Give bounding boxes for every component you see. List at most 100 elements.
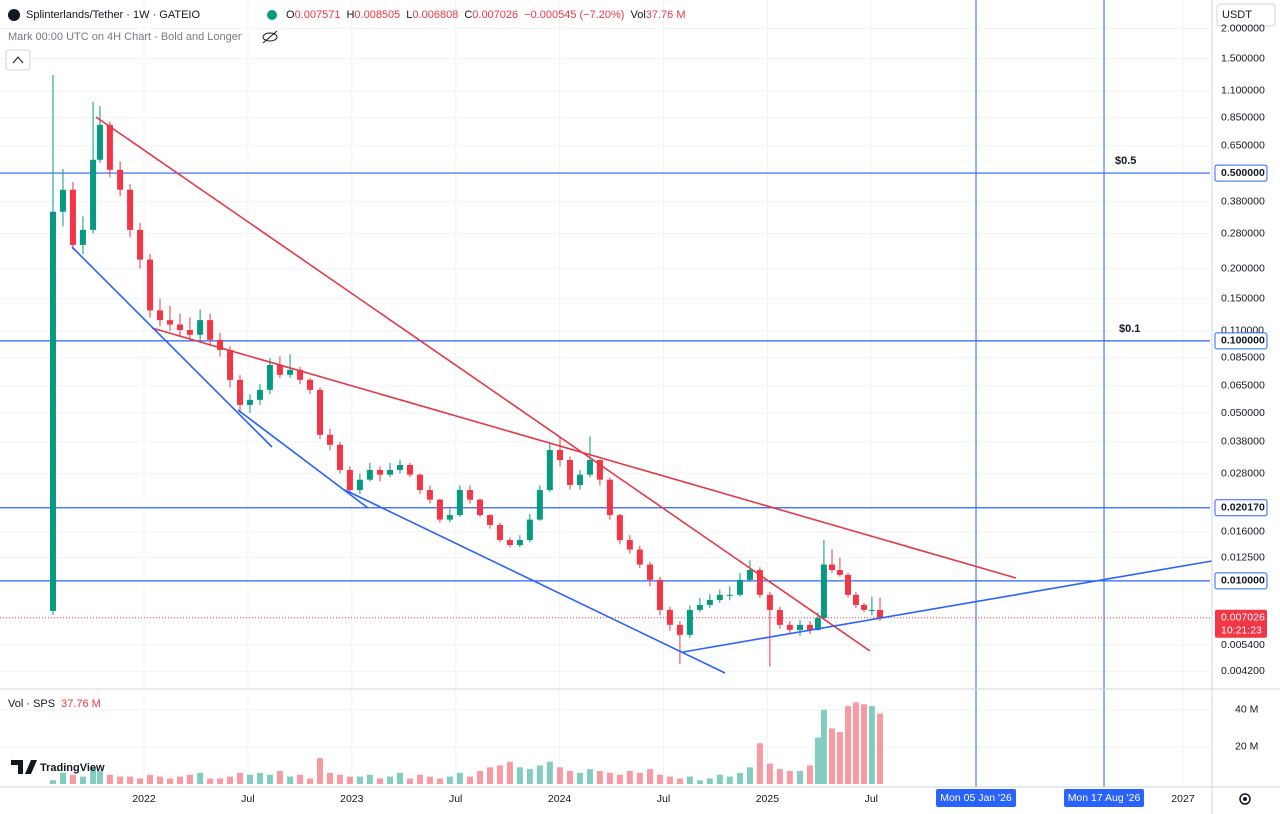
- change: −0.000545 (−7.20%): [524, 9, 624, 21]
- settings-icon[interactable]: [1239, 793, 1251, 805]
- ohlc-legend: O0.007571 H0.008505 L0.006808 C0.007026 −0.0…: [286, 9, 686, 21]
- candle-body: [227, 349, 234, 380]
- candle-body: [276, 364, 283, 375]
- candle-body: [766, 594, 773, 610]
- y-tick-label: 0.038000: [1221, 436, 1265, 448]
- y-tick-label: 0.380000: [1221, 195, 1265, 207]
- price-label: 0.010000: [1221, 575, 1265, 587]
- ohlc-value: 0.007026: [472, 9, 518, 21]
- collapse-icon: [12, 56, 24, 64]
- candle-body: [845, 574, 852, 595]
- time-label: Mon 05 Jan '26: [940, 792, 1012, 804]
- collapse-button[interactable]: [5, 49, 31, 71]
- candle-body: [546, 450, 553, 491]
- candle-body: [336, 444, 343, 470]
- candle-body: [90, 159, 97, 230]
- volume-bar: [477, 771, 484, 784]
- volume-bar: [436, 778, 443, 784]
- candle-body: [237, 379, 244, 405]
- volume-bar: [786, 771, 793, 784]
- volume-bar: [147, 774, 154, 784]
- candle-body: [746, 570, 753, 580]
- candle-body: [496, 524, 503, 541]
- candle-body: [706, 599, 713, 605]
- candle-body: [96, 124, 103, 160]
- volume-bar: [406, 778, 413, 784]
- hide-icon[interactable]: [262, 30, 278, 44]
- ohlc-letter: L: [406, 9, 412, 21]
- y-tick-label: 0.004200: [1221, 665, 1265, 677]
- candle-body: [836, 570, 843, 575]
- y-tick-label: 0.028000: [1221, 467, 1265, 479]
- volume-bar: [127, 776, 134, 784]
- volume-bar: [746, 767, 753, 784]
- volume-bar: [426, 776, 433, 784]
- annotation: $0.5: [1115, 155, 1136, 167]
- volume-bar: [49, 780, 56, 784]
- status-dot: [267, 10, 277, 20]
- volume-bar: [117, 776, 124, 784]
- candle-body: [307, 379, 314, 390]
- volume-bar: [266, 774, 273, 784]
- volume-bar: [166, 778, 173, 784]
- candle-body: [536, 490, 543, 520]
- candle-body: [820, 564, 827, 619]
- price-label-box: [1214, 499, 1268, 517]
- volume-bar: [456, 772, 463, 784]
- logo-text: TradingView: [40, 762, 105, 774]
- trend-line: [344, 489, 726, 674]
- trend-line: [95, 116, 871, 652]
- volume-bar: [845, 706, 852, 784]
- candle-body: [626, 540, 633, 550]
- volume-bar: [877, 713, 884, 784]
- candle-body: [416, 474, 423, 491]
- candle-body: [326, 434, 333, 445]
- candle-body: [716, 594, 723, 600]
- volume-bar: [852, 702, 859, 784]
- volume-bar: [756, 743, 763, 784]
- candle-body: [477, 499, 484, 516]
- candle-body: [736, 579, 743, 595]
- currency-button[interactable]: [1216, 3, 1276, 27]
- candle-body: [106, 124, 113, 170]
- marks: [49, 75, 884, 784]
- ohlc-letter: O: [286, 9, 295, 21]
- x-tick-label: 2027: [1171, 793, 1195, 805]
- last-price-box: [1215, 609, 1267, 638]
- volume-bar: [186, 774, 193, 784]
- volume-bar: [797, 771, 804, 784]
- candle-body: [166, 320, 173, 325]
- trend-lines: [71, 116, 1213, 674]
- ohlc-value: 0.008505: [354, 9, 400, 21]
- x-tick-label: Jul: [865, 793, 878, 805]
- volume-bar: [106, 774, 113, 784]
- volume-bar: [596, 771, 603, 784]
- volume-bar: [366, 774, 373, 784]
- symbol-title[interactable]: Splinterlands/Tether · 1W · GATEIO: [26, 9, 200, 21]
- drawings: [0, 0, 1210, 787]
- candle-body: [397, 464, 404, 470]
- candle-body: [486, 515, 493, 525]
- y-tick-label: 0.280000: [1221, 227, 1265, 239]
- volume-value: 37.76 M: [646, 9, 686, 21]
- volume-bar: [646, 769, 653, 784]
- volume-bar: [397, 772, 404, 784]
- volume-bar: [467, 776, 474, 784]
- candle-body: [636, 549, 643, 565]
- volume-bar: [176, 776, 183, 784]
- x-tick-label: 2023: [340, 793, 364, 805]
- candle-body: [406, 464, 413, 475]
- candle-body: [366, 469, 373, 480]
- countdown: 10:21:23: [1221, 624, 1262, 636]
- y-tick-label: 2.000000: [1221, 22, 1265, 34]
- candle-body: [157, 310, 164, 321]
- volume-bar: [606, 772, 613, 784]
- volume-bar: [626, 771, 633, 784]
- volume-label: Vol: [630, 9, 645, 21]
- price-label: 0.020170: [1221, 502, 1265, 514]
- x-tick-label: Jul: [241, 793, 254, 805]
- candle-body: [726, 594, 733, 596]
- candle-body: [197, 320, 204, 335]
- candle-body: [456, 490, 463, 516]
